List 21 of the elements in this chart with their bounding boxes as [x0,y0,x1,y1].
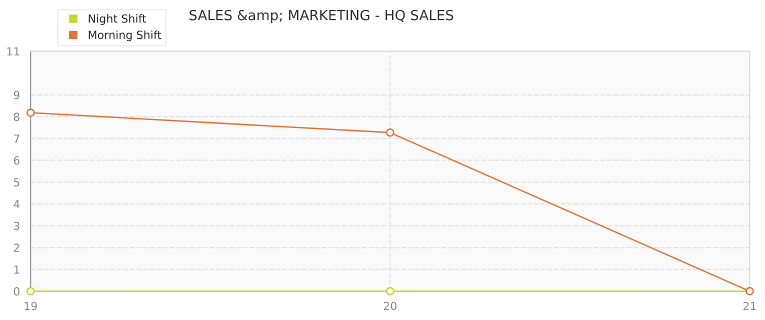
point [386,287,394,296]
y-tick-label: 5 [14,178,20,186]
y-tick-label: 1 [14,266,20,274]
y-tick-label: 4 [14,200,20,208]
x-tick-label: 19 [24,302,37,310]
point [26,108,35,117]
y-tick-label: 11 [7,47,20,56]
x-tick-label: 20 [384,302,396,310]
legend-label: Morning Shift [88,30,162,42]
point [386,128,394,137]
legend-label: Night Shift [88,14,146,25]
y-tick-label: 0 [14,287,20,296]
chart-title: SALES &amp; MARKETING - HQ SALES [190,10,454,24]
y-tick-label: 8 [14,112,20,122]
y-tick-label: 2 [14,244,20,252]
y-tick-label: 7 [14,134,20,143]
y-tick-label: 3 [14,222,20,230]
point [26,287,35,296]
y-tick-label: 6 [14,156,20,165]
x-tick-label: 21 [743,302,756,310]
y-tick-label: 9 [14,90,20,100]
